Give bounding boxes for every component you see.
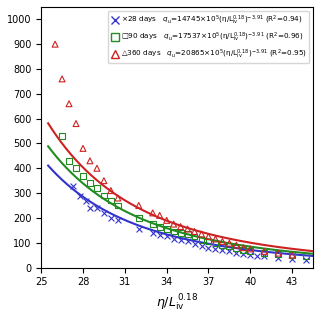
Point	[136, 203, 141, 208]
Point	[185, 239, 190, 244]
Point	[78, 193, 83, 198]
Point	[150, 230, 155, 235]
Point	[220, 248, 225, 253]
Point	[150, 210, 155, 215]
Point	[234, 250, 239, 255]
Point	[94, 205, 100, 211]
Point	[74, 166, 79, 171]
X-axis label: $\eta/L_{\mathrm{iv}}^{\,0.18}$: $\eta/L_{\mathrm{iv}}^{\,0.18}$	[156, 293, 198, 313]
Point	[304, 254, 309, 259]
Point	[199, 238, 204, 243]
Point	[94, 166, 100, 171]
Point	[164, 234, 169, 239]
Point	[304, 258, 309, 263]
Point	[248, 246, 253, 252]
Point	[241, 245, 246, 250]
Point	[241, 251, 246, 256]
Point	[178, 230, 183, 235]
Point	[276, 251, 281, 256]
Point	[60, 76, 65, 82]
Point	[87, 180, 92, 186]
Point	[185, 227, 190, 232]
Point	[87, 205, 92, 211]
Point	[171, 229, 176, 234]
Point	[192, 234, 197, 239]
Point	[290, 252, 295, 258]
Point	[80, 173, 85, 178]
Point	[248, 248, 253, 253]
Point	[192, 241, 197, 246]
Point	[213, 236, 218, 242]
Point	[115, 196, 120, 201]
Point	[199, 231, 204, 236]
Point	[206, 234, 211, 239]
Point	[199, 244, 204, 249]
Point	[206, 245, 211, 250]
Point	[80, 146, 85, 151]
Point	[192, 229, 197, 234]
Point	[87, 158, 92, 164]
Point	[171, 221, 176, 227]
Point	[164, 218, 169, 223]
Point	[67, 158, 72, 164]
Legend: ×28 days   $q_u$=14745×10$^5$(η/L$_{\rm iv}^{0.18}$)$^{-3.91}$ (R$^2$=0.94), □90: ×28 days $q_u$=14745×10$^5$(η/L$_{\rm iv…	[108, 11, 309, 63]
Point	[71, 183, 76, 188]
Point	[220, 239, 225, 244]
Point	[52, 42, 58, 47]
Point	[255, 253, 260, 258]
Point	[234, 245, 239, 251]
Point	[227, 249, 232, 254]
Point	[206, 239, 211, 244]
Point	[178, 238, 183, 243]
Point	[67, 101, 72, 106]
Point	[227, 241, 232, 246]
Point	[150, 221, 155, 227]
Point	[262, 254, 267, 259]
Point	[213, 240, 218, 245]
Point	[115, 218, 120, 223]
Point	[115, 203, 120, 208]
Point	[227, 244, 232, 249]
Point	[276, 251, 281, 256]
Point	[248, 252, 253, 258]
Point	[60, 133, 65, 139]
Point	[74, 121, 79, 126]
Point	[164, 227, 169, 232]
Point	[262, 249, 267, 254]
Point	[234, 243, 239, 248]
Point	[83, 198, 88, 203]
Point	[220, 243, 225, 248]
Point	[178, 224, 183, 229]
Point	[108, 215, 114, 220]
Point	[136, 215, 141, 220]
Point	[108, 188, 114, 193]
Point	[157, 224, 162, 229]
Point	[157, 233, 162, 238]
Point	[276, 255, 281, 260]
Point	[290, 252, 295, 258]
Point	[101, 178, 107, 183]
Point	[262, 250, 267, 255]
Point	[171, 236, 176, 242]
Point	[108, 198, 114, 203]
Point	[185, 231, 190, 236]
Point	[213, 246, 218, 252]
Point	[157, 213, 162, 218]
Point	[101, 193, 107, 198]
Point	[136, 227, 141, 232]
Point	[101, 210, 107, 215]
Point	[241, 247, 246, 252]
Point	[94, 186, 100, 191]
Point	[290, 256, 295, 261]
